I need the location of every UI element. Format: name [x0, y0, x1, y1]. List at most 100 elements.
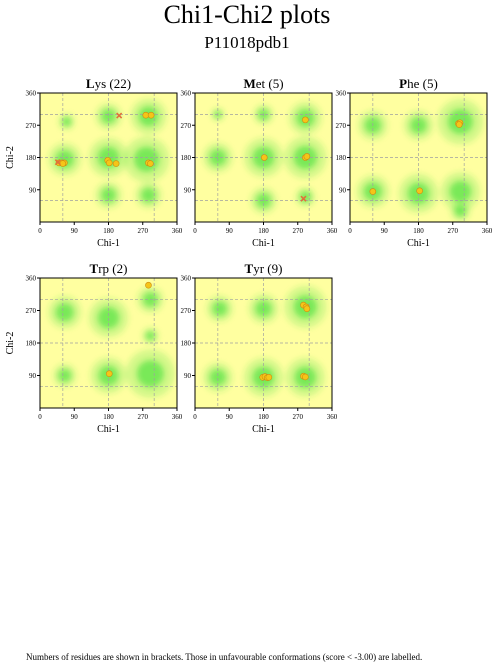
chart-panel-4: 0 90 180 270 360 90 180 270 360 Chi-1 Chi-2 Trp (2) [5, 261, 183, 435]
panel-title: Met (5) [243, 76, 283, 91]
density-blob-core [209, 369, 226, 386]
x-tick-label: 360 [327, 227, 338, 235]
data-point [105, 159, 113, 167]
x-axis-label: Chi-1 [252, 424, 275, 435]
x-tick-label: 180 [413, 227, 424, 235]
y-tick-label: 90 [184, 372, 192, 380]
x-tick-label: 180 [103, 413, 114, 421]
panel-title-count: (9) [267, 261, 282, 276]
x-axis-label: Chi-1 [97, 424, 120, 435]
y-tick-label: 360 [336, 90, 347, 98]
data-point [302, 373, 309, 381]
x-axis-label: Chi-1 [407, 238, 430, 249]
density-blob-core [454, 205, 466, 217]
panel-title: Trp (2) [90, 261, 128, 276]
x-tick-label: 270 [138, 227, 149, 235]
y-axis-label: Chi-2 [5, 332, 16, 355]
panel-title: Phe (5) [399, 76, 438, 91]
y-tick-label: 180 [181, 154, 192, 162]
x-tick-label: 0 [193, 227, 197, 235]
panel-title-rest: he [407, 76, 423, 91]
density-blob-core [133, 146, 160, 172]
data-point [265, 374, 273, 381]
panel-title-initial: T [245, 261, 254, 276]
panel-title-initial: M [243, 76, 255, 91]
x-tick-label: 180 [103, 227, 114, 235]
panel-title-rest: rp [98, 261, 112, 276]
unfavourable-point [300, 195, 307, 202]
panel-title-initial: T [90, 261, 99, 276]
data-point [145, 281, 152, 289]
unfavourable-mark-stroke [300, 195, 307, 202]
y-tick-label: 180 [26, 154, 37, 162]
x-tick-label: 90 [381, 227, 389, 235]
x-tick-label: 360 [172, 227, 183, 235]
chart-panel-5: 0 90 180 270 360 90 180 270 360 Chi-1 Tyr (9) [181, 261, 338, 435]
x-tick-label: 0 [38, 227, 42, 235]
y-tick-label: 270 [26, 122, 37, 130]
y-tick-label: 360 [26, 275, 37, 283]
density-blob-core [212, 301, 227, 316]
panel-title-count: (5) [268, 76, 283, 91]
panel-title: Lys (22) [86, 76, 131, 91]
y-tick-label: 180 [181, 340, 192, 348]
density-blob-core [55, 303, 74, 322]
x-tick-label: 270 [293, 227, 304, 235]
y-tick-label: 360 [26, 90, 37, 98]
x-tick-label: 0 [193, 413, 197, 421]
density-blob-core [58, 369, 72, 382]
density-blob-core [97, 306, 120, 329]
data-point [416, 187, 423, 195]
panel-title-rest: yr [253, 261, 267, 276]
x-tick-label: 0 [38, 413, 42, 421]
density-blob-core [145, 331, 155, 341]
density-blob-core [136, 360, 164, 388]
x-tick-label: 270 [138, 413, 149, 421]
density-blob-core [101, 109, 116, 124]
data-point [302, 116, 309, 124]
data-point [59, 160, 67, 167]
panel-title-initial: P [399, 76, 407, 91]
panel-title-rest: ys [95, 76, 110, 91]
y-tick-label: 270 [26, 307, 37, 315]
data-point [260, 154, 268, 161]
panel-title-rest: et [256, 76, 269, 91]
panel-title-count: (22) [109, 76, 131, 91]
data-point [112, 160, 120, 167]
x-tick-label: 90 [226, 413, 234, 421]
panel-title-count: (2) [112, 261, 127, 276]
x-axis-label: Chi-1 [252, 238, 275, 249]
y-tick-label: 90 [184, 186, 192, 194]
unfavourable-mark-stroke [116, 112, 123, 119]
unfavourable-point [54, 159, 61, 166]
footer-note: Numbers of residues are shown in bracket… [26, 652, 423, 662]
unfavourable-mark-stroke [54, 159, 61, 166]
y-tick-label: 90 [29, 186, 37, 194]
y-tick-label: 180 [336, 154, 347, 162]
x-tick-label: 90 [71, 413, 79, 421]
data-point [369, 188, 377, 195]
page-title: Chi1-Chi2 plots [163, 0, 331, 29]
y-tick-label: 90 [29, 372, 37, 380]
y-tick-label: 270 [181, 307, 192, 315]
chart-panel-2: 0 90 180 270 360 90 180 270 360 Chi-1 Met (5) [181, 76, 338, 249]
data-point [105, 370, 113, 377]
y-tick-label: 270 [336, 122, 347, 130]
y-tick-label: 90 [339, 186, 347, 194]
y-tick-label: 270 [181, 122, 192, 130]
chart-panel-3: 0 90 180 270 360 90 180 270 360 Chi-1 Phe (5) [336, 76, 493, 249]
density-blob-core [449, 180, 472, 203]
chart-panel-1: 0 90 180 270 360 90 180 270 360 Chi-1 Chi-2 Lys (22… [5, 76, 183, 249]
x-tick-label: 0 [348, 227, 352, 235]
x-axis-label: Chi-1 [97, 238, 120, 249]
density-regions [48, 286, 175, 398]
panel-title: Tyr (9) [245, 261, 283, 276]
density-blob-core [141, 187, 156, 203]
panel-title-initial: L [86, 76, 95, 91]
data-point [303, 305, 311, 312]
data-point [147, 160, 154, 167]
data-point [303, 153, 311, 160]
x-tick-label: 270 [448, 227, 459, 235]
density-blob-core [62, 117, 72, 127]
